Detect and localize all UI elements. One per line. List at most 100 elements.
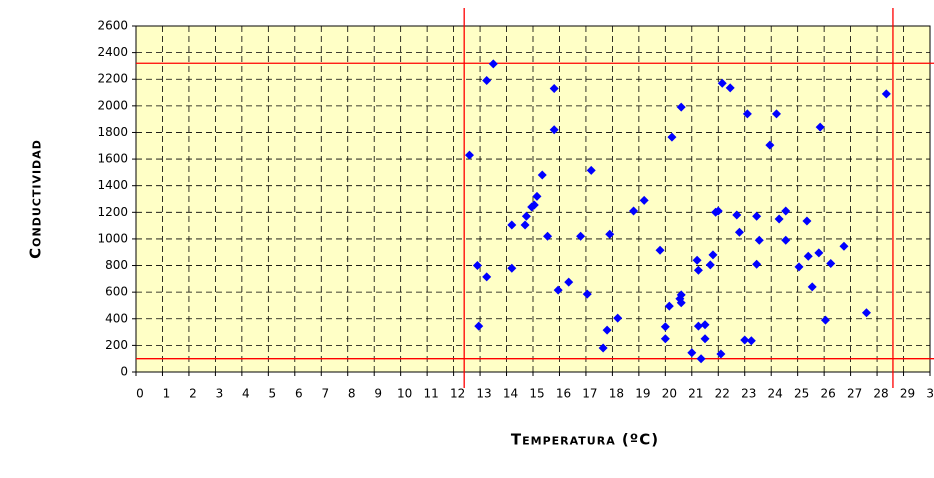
point	[807, 282, 817, 292]
x-tick-label: 9	[374, 387, 382, 401]
y-tick-label: 200	[105, 338, 128, 352]
point	[754, 235, 764, 245]
point	[482, 76, 492, 86]
y-tick-label: 1200	[97, 205, 128, 219]
y-tick-label: 1800	[97, 125, 128, 139]
point	[774, 214, 784, 224]
x-tick-label: 29	[900, 387, 915, 401]
point	[700, 334, 710, 344]
y-tick-label: 1600	[97, 152, 128, 166]
point	[771, 109, 781, 119]
point	[549, 84, 559, 94]
x-tick-label: 0	[136, 387, 144, 401]
x-tick-label: 27	[847, 387, 862, 401]
point	[708, 250, 718, 260]
x-tick-label: 26	[820, 387, 835, 401]
point	[752, 259, 762, 269]
point	[676, 102, 686, 112]
point	[586, 165, 596, 175]
point	[693, 321, 703, 331]
point	[605, 229, 615, 239]
point	[693, 265, 703, 275]
point	[740, 335, 750, 345]
point	[507, 220, 517, 230]
point	[687, 348, 697, 358]
point	[537, 170, 547, 180]
point	[520, 220, 530, 230]
point	[717, 78, 727, 88]
point	[507, 263, 517, 273]
y-tick-label: 2200	[97, 72, 128, 86]
point	[629, 206, 639, 216]
x-tick-label: 14	[503, 387, 518, 401]
y-tick-label: 1400	[97, 178, 128, 192]
point	[716, 349, 726, 359]
point	[725, 83, 735, 93]
point	[746, 336, 756, 346]
x-tick-label: 4	[242, 387, 250, 401]
point	[482, 272, 492, 282]
point	[696, 354, 706, 364]
point	[826, 259, 836, 269]
point	[576, 231, 586, 241]
point	[752, 211, 762, 221]
x-tick-label: 18	[609, 387, 624, 401]
y-tick-label: 400	[105, 311, 128, 325]
point	[664, 301, 674, 311]
x-tick-label: 13	[476, 387, 491, 401]
x-tick-label: 6	[295, 387, 303, 401]
x-tick-label: 21	[688, 387, 703, 401]
point	[660, 334, 670, 344]
point	[543, 231, 553, 241]
x-tick-label: 11	[423, 387, 438, 401]
point	[582, 289, 592, 299]
point	[549, 125, 559, 135]
point	[700, 320, 710, 330]
x-tick-label: 30	[926, 387, 934, 401]
x-tick-label: 23	[741, 387, 756, 401]
point	[742, 109, 752, 119]
point	[472, 261, 482, 271]
x-tick-label: 16	[556, 387, 571, 401]
point	[705, 260, 715, 270]
point	[564, 277, 574, 287]
y-axis-title: Conductividad	[27, 139, 45, 259]
x-tick-label: 5	[269, 387, 277, 401]
y-tick-label: 2000	[97, 98, 128, 112]
point	[781, 235, 791, 245]
point	[765, 140, 775, 150]
y-tick-label: 0	[120, 365, 128, 379]
y-tick-label: 600	[105, 285, 128, 299]
x-tick-label: 22	[715, 387, 730, 401]
point	[464, 150, 474, 160]
x-tick-label: 3	[216, 387, 224, 401]
point	[814, 248, 824, 258]
plot-border	[135, 25, 931, 373]
point	[655, 245, 665, 255]
point	[676, 298, 686, 308]
x-tick-label: 8	[348, 387, 356, 401]
x-tick-label: 12	[450, 387, 465, 401]
point	[553, 285, 563, 295]
point	[488, 59, 498, 69]
point	[713, 206, 723, 216]
x-tick-label: 25	[794, 387, 809, 401]
point	[815, 122, 825, 132]
point	[521, 211, 531, 221]
point	[861, 308, 871, 318]
x-tick-label: 7	[321, 387, 329, 401]
point	[839, 241, 849, 251]
x-tick-label: 28	[873, 387, 888, 401]
point	[794, 262, 804, 272]
point	[732, 210, 742, 220]
x-tick-label: 19	[635, 387, 650, 401]
x-tick-label: 24	[768, 387, 783, 401]
point	[602, 325, 612, 335]
x-tick-label: 2	[189, 387, 197, 401]
point	[802, 216, 812, 226]
point	[692, 255, 702, 265]
point	[613, 313, 623, 323]
y-tick-label: 2600	[97, 19, 128, 33]
